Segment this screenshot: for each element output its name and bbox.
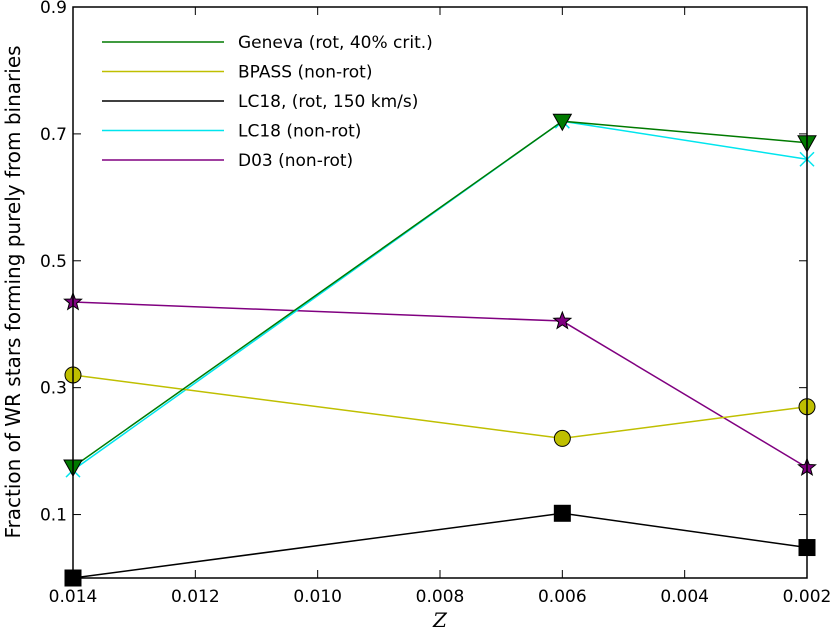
series-line bbox=[72, 512, 808, 579]
legend-label: LC18, (rot, 150 km/s) bbox=[238, 92, 418, 112]
data-point bbox=[553, 504, 571, 522]
series-line bbox=[72, 374, 808, 440]
series-line bbox=[72, 120, 808, 471]
data-point bbox=[552, 310, 573, 330]
x-tick-label: 0.010 bbox=[293, 587, 342, 607]
series-line bbox=[72, 120, 808, 468]
series-line bbox=[72, 301, 808, 469]
y-tick-label: 0.3 bbox=[40, 379, 67, 399]
x-tick-label: 0.002 bbox=[783, 587, 830, 607]
y-tick-label: 0.9 bbox=[40, 0, 67, 18]
legend-label: Geneva (rot, 40% crit.) bbox=[238, 33, 433, 53]
y-axis-label: Fraction of WR stars forming purely from… bbox=[1, 45, 25, 538]
x-tick-label: 0.014 bbox=[49, 587, 98, 607]
x-tick-label: 0.004 bbox=[660, 587, 709, 607]
x-tick-label: 0.012 bbox=[171, 587, 220, 607]
data-point bbox=[553, 429, 571, 447]
legend-label: LC18 (non-rot) bbox=[238, 122, 361, 142]
y-tick-label: 0.7 bbox=[40, 125, 67, 145]
x-tick-label: 0.006 bbox=[538, 587, 587, 607]
y-tick-label: 0.5 bbox=[40, 252, 67, 272]
data-point bbox=[552, 113, 573, 132]
x-axis-label: Z bbox=[432, 608, 448, 632]
x-tick-label: 0.008 bbox=[416, 587, 465, 607]
legend-label: D03 (non-rot) bbox=[238, 151, 353, 171]
legend-label: BPASS (non-rot) bbox=[238, 63, 372, 83]
y-tick-label: 0.1 bbox=[40, 506, 67, 526]
plot-frame bbox=[72, 6, 808, 579]
